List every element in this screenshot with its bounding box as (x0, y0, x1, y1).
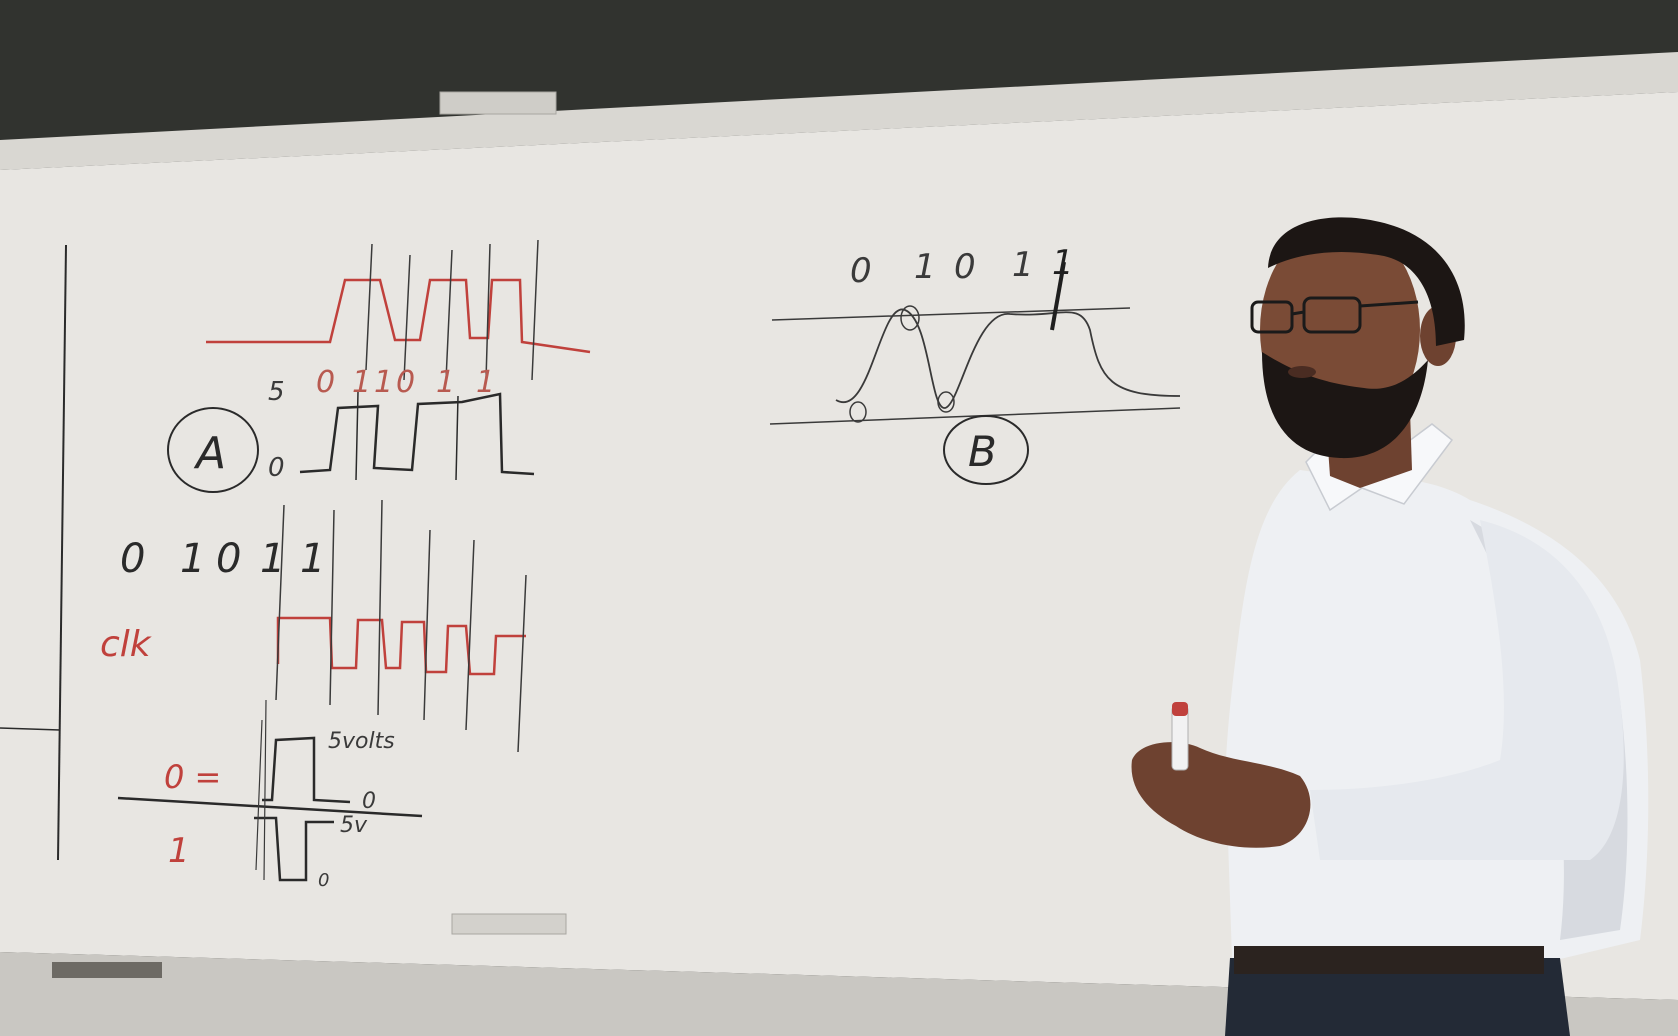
encoding-one-label: 1 (168, 831, 190, 871)
encoding-five-v: 5v (340, 813, 368, 838)
diagram-a-bit: 0 (396, 365, 415, 400)
diagram-b-bit: 1 (914, 247, 936, 287)
encoding-zero-label: 0 = (164, 758, 221, 796)
diagram-b: 0 1 0 1 1 B (769, 243, 1181, 485)
diagram-b-trough-mark (937, 391, 955, 413)
encoding-ticks (255, 699, 267, 881)
encoding-axis (117, 796, 423, 818)
diagram-b-bit: 1 (1012, 245, 1034, 285)
diagram-a-level-low: 0 (268, 453, 285, 483)
diagram-a-level-high: 5 (268, 377, 285, 407)
diagram-b-peak-mark (900, 305, 920, 331)
diagram-a-bit: 1 (352, 365, 371, 400)
bottom-clip (451, 913, 567, 935)
diagram-a-bit: 0 (316, 365, 335, 400)
diagram-b-trough-mark (849, 401, 867, 423)
diagram-a-black-ticks (355, 391, 459, 481)
sequence-bit: 1 (300, 536, 325, 582)
diagram-a-ticks (365, 239, 539, 381)
encoding-one-wave (254, 816, 334, 882)
sequence-bit: 0 (216, 536, 241, 582)
encoding-low-marker: 0 (318, 870, 329, 891)
diagram-b-label: B (968, 427, 997, 476)
diagram-a-black-wave (299, 392, 535, 476)
encoding-zero-wave (262, 736, 351, 804)
tray-eraser (52, 962, 162, 978)
pants (1225, 958, 1570, 1036)
diagram-b-top-line (771, 307, 1131, 321)
encoding-diagram: 0 = 1 5volts 0 5v 0 (117, 699, 423, 891)
diagram-b-circle (943, 415, 1029, 485)
left-short-line (0, 727, 61, 731)
person (1131, 217, 1649, 1036)
hair (1268, 217, 1465, 346)
top-frame (0, 52, 1678, 170)
clock-diagram: 0 1 0 1 1 clk (100, 499, 527, 753)
left-border-line (57, 244, 67, 861)
diagram-b-bit: 1 (1052, 243, 1074, 283)
diagram-a-red-wave (206, 278, 591, 354)
clock-label: clk (100, 624, 153, 665)
mouth (1288, 366, 1316, 378)
clock-wave (276, 616, 526, 676)
diagram-a: 0 1 1 0 1 1 5 0 A (167, 239, 591, 493)
belt (1234, 946, 1544, 974)
diagram-a-circle (167, 407, 259, 493)
sleeve (1310, 520, 1624, 860)
sequence-bit: 1 (180, 536, 205, 582)
diagram-b-heavy-mark (1050, 261, 1066, 331)
glasses-icon (1250, 296, 1419, 334)
clock-ticks (275, 499, 527, 753)
diagram-b-signal (835, 308, 1181, 409)
diagram-a-label: A (193, 428, 226, 479)
diagram-a-bit: 1 (436, 365, 455, 400)
diagram-b-bit: 0 (850, 251, 872, 291)
diagram-a-bit: 1 (476, 365, 495, 400)
beard (1262, 352, 1428, 459)
top-clip (439, 91, 557, 115)
diagram-a-bit: 1 (374, 365, 393, 400)
encoding-high-note: 5volts (328, 729, 395, 754)
diagram-b-bit: 0 (954, 247, 976, 287)
diagram-b-bottom-line (769, 407, 1181, 425)
sequence-bit: 0 (120, 536, 145, 582)
red-marker-icon (1171, 702, 1189, 771)
encoding-zero-marker: 0 (362, 789, 376, 814)
